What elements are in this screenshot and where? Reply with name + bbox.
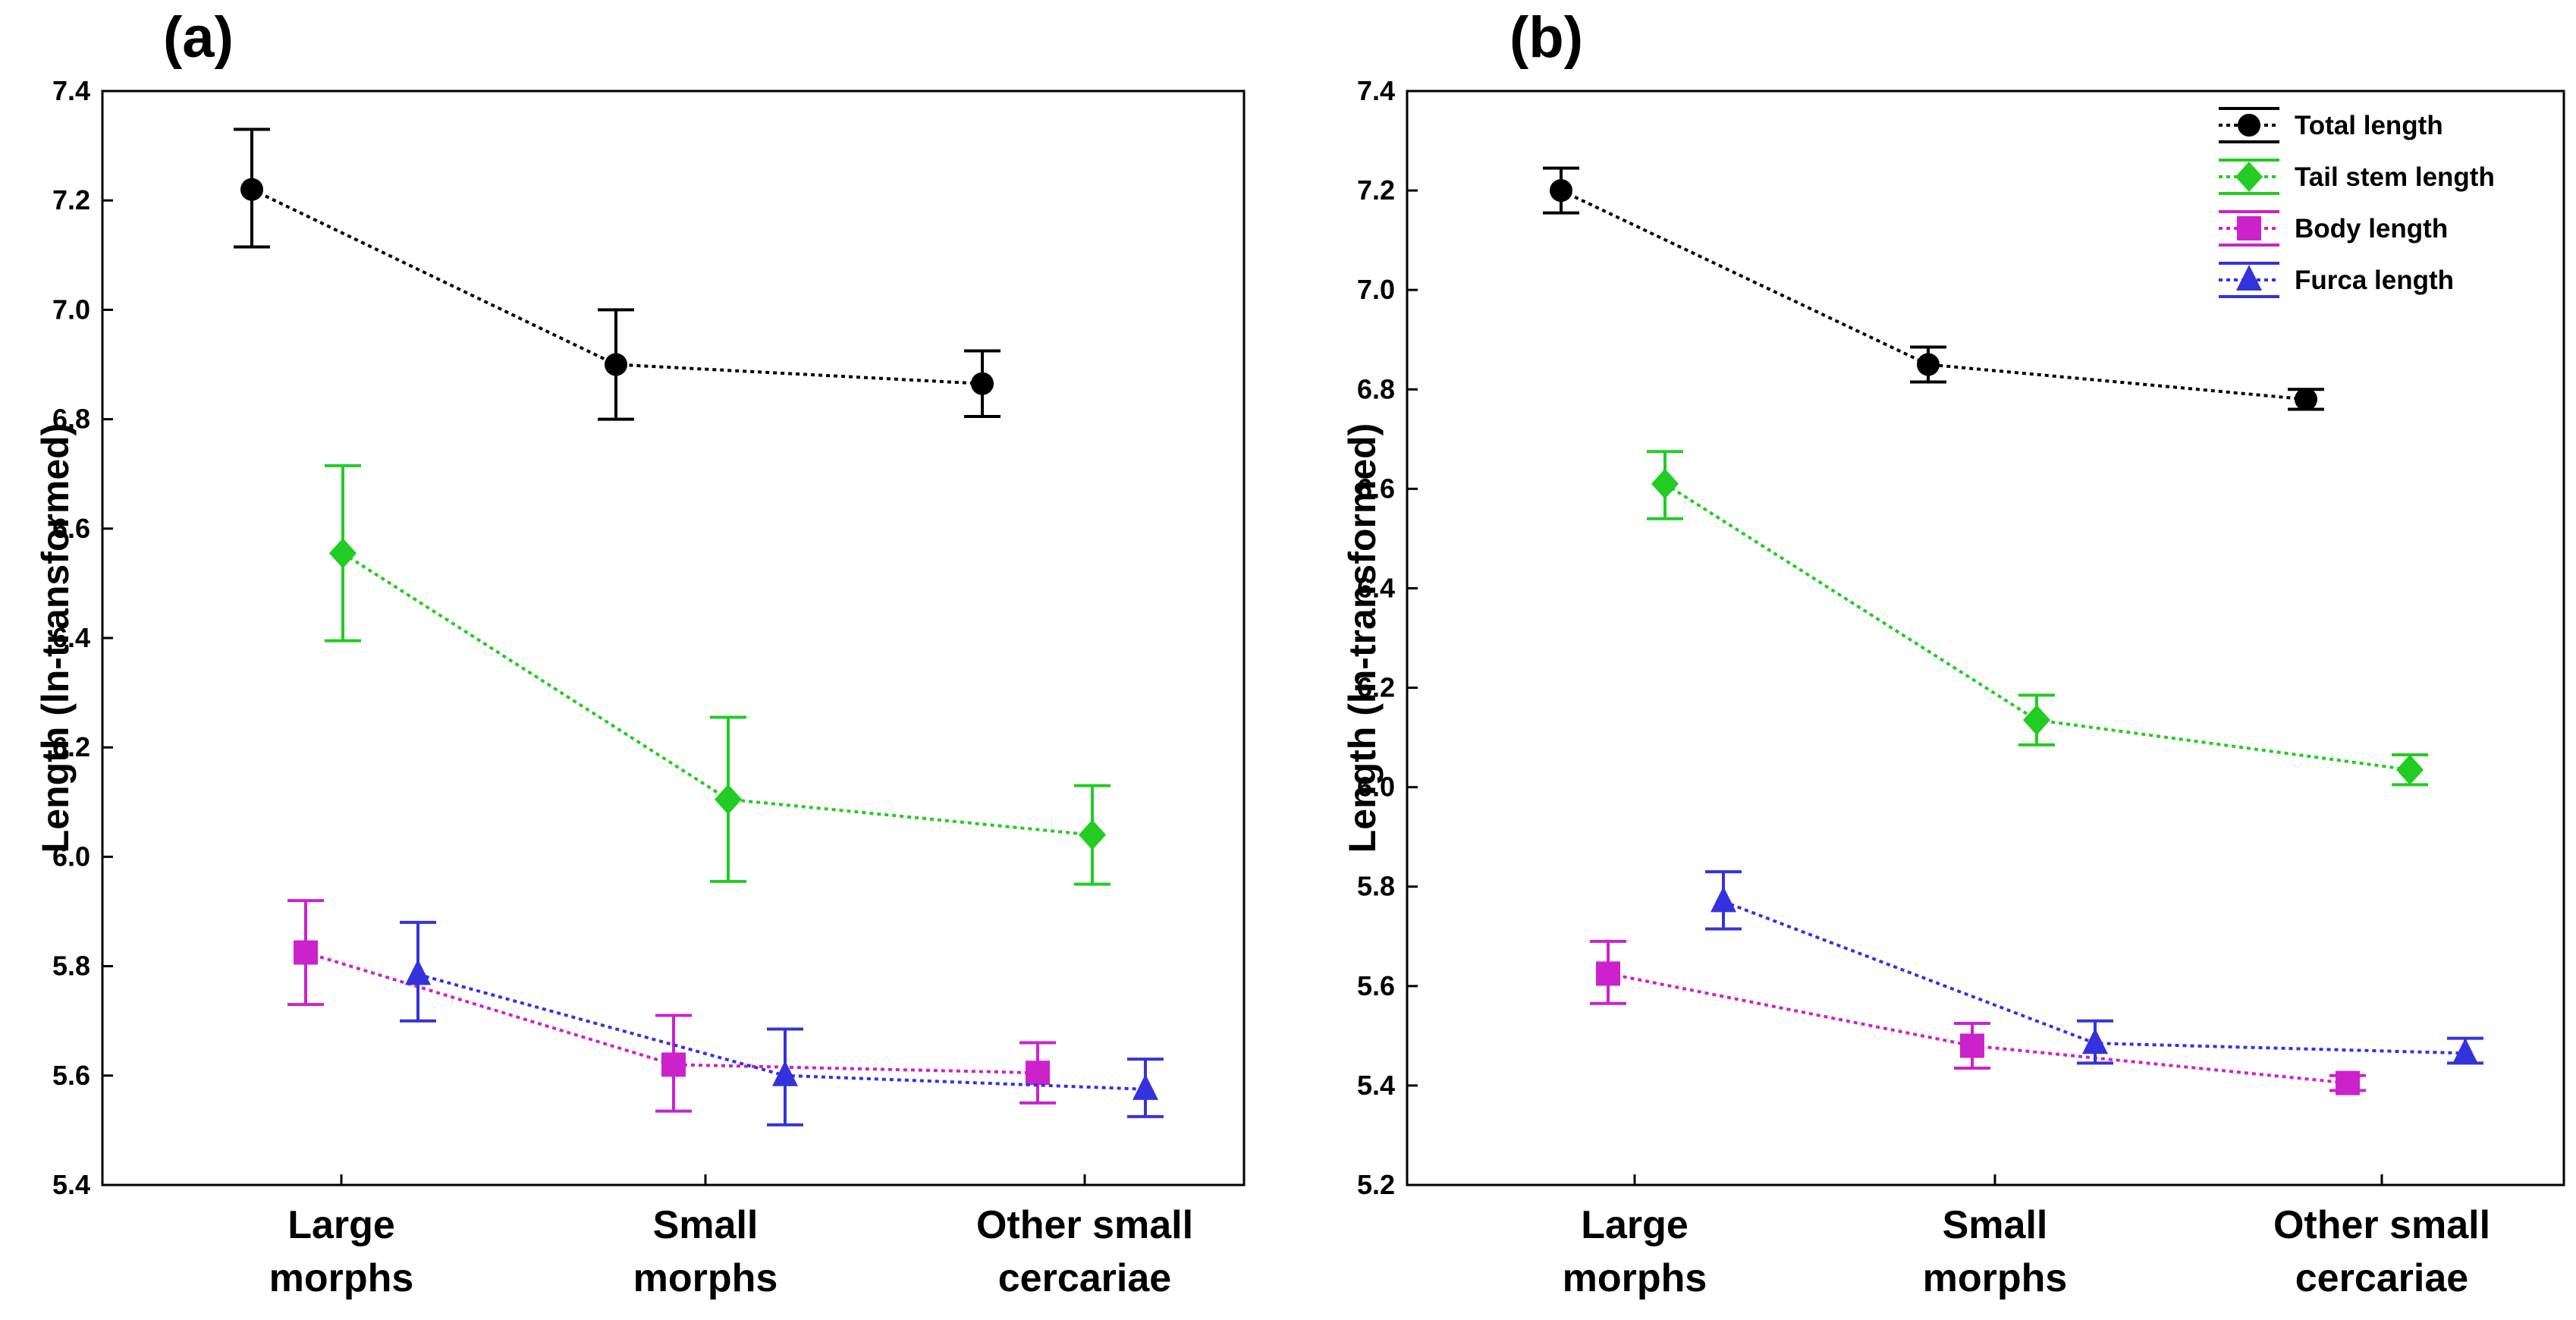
y-axis-title: Length (ln-transformed) — [1341, 423, 1384, 853]
y-tick-label: 7.0 — [52, 294, 90, 325]
y-tick-label: 5.6 — [1357, 970, 1395, 1001]
data-point — [1960, 1033, 1984, 1058]
legend-label: Tail stem length — [2295, 162, 2495, 192]
y-tick-label: 6.6 — [1357, 473, 1395, 504]
chart-panel-2: 5.2 5.4 5.6 5.8 6.0 6.2 6.4 6.6 6.8 7.0 7.2 7.4 Larg… — [1341, 5, 2565, 1300]
x-tick-label: Other small — [976, 1203, 1193, 1247]
y-tick-label: 6.0 — [52, 841, 90, 872]
data-point — [2452, 1038, 2478, 1064]
y-tick-label: 5.8 — [52, 951, 90, 982]
y-tick-label: 5.4 — [1357, 1070, 1395, 1101]
data-point — [2295, 388, 2317, 411]
legend-marker — [2237, 216, 2261, 240]
data-point — [2023, 705, 2050, 736]
y-axis-title: Length (ln-transformed) — [34, 423, 77, 853]
x-tick-label: Large — [287, 1203, 395, 1247]
series-line — [1607, 972, 2348, 1085]
x-tick-label: Small — [1943, 1203, 2048, 1247]
y-tick-label: 6.4 — [52, 622, 90, 653]
data-point — [1596, 961, 1620, 986]
data-point — [715, 784, 742, 815]
y-tick-label: 6.8 — [1357, 373, 1395, 404]
x-tick-label: cercariae — [998, 1256, 1171, 1300]
y-tick-label: 5.4 — [52, 1169, 90, 1200]
data-point — [1132, 1073, 1158, 1100]
y-tick-label: 6.2 — [52, 731, 90, 762]
data-point — [772, 1060, 798, 1086]
x-tick-label: Large — [1581, 1203, 1689, 1247]
series-tail-stem-length — [325, 464, 1111, 886]
y-tick-label: 7.2 — [1357, 174, 1395, 206]
data-point — [1079, 819, 1106, 850]
data-point — [1711, 886, 1736, 913]
y-tick-label: 5.8 — [1357, 871, 1395, 902]
x-tick-label: morphs — [269, 1256, 414, 1300]
x-tick-label: cercariae — [2295, 1256, 2468, 1300]
y-tick-label: 7.0 — [1357, 274, 1395, 305]
x-tick-label: Small — [653, 1203, 759, 1247]
x-tick-label: morphs — [1563, 1256, 1707, 1300]
y-tick-label: 6.2 — [1357, 672, 1395, 703]
series-furca-length — [1705, 870, 2483, 1065]
y-tick-label: 6.4 — [1357, 572, 1395, 603]
panel-label: (a) — [163, 5, 234, 70]
series-total-length — [1543, 166, 2324, 411]
data-point — [294, 940, 318, 965]
series-tail-stem-length — [1647, 450, 2428, 787]
data-point — [2396, 754, 2424, 785]
y-tick-label: 6.8 — [52, 404, 90, 435]
legend-label: Furca length — [2295, 266, 2454, 295]
data-point — [240, 178, 263, 201]
data-point — [1917, 353, 1940, 376]
y-tick-label: 7.2 — [52, 184, 90, 215]
series-body-length — [1590, 939, 2366, 1095]
legend-label: Total length — [2295, 111, 2443, 140]
legend-marker — [2238, 114, 2260, 137]
data-point — [1550, 179, 1572, 203]
data-point — [2336, 1070, 2360, 1095]
y-tick-label: 5.6 — [52, 1060, 90, 1091]
legend: Total length Tail stem length Body length F… — [2219, 107, 2495, 298]
data-point — [971, 372, 994, 395]
legend-label: Body length — [2295, 214, 2448, 244]
panel-label: (b) — [1509, 5, 1583, 70]
data-point — [1651, 468, 1679, 499]
y-tick-label: 7.4 — [52, 75, 90, 106]
series-furca-length — [400, 920, 1164, 1127]
data-point — [2082, 1028, 2108, 1054]
x-tick-label: morphs — [633, 1256, 778, 1300]
chart-panel-1: 5.4 5.6 5.8 6.0 6.2 6.4 6.6 6.8 7.0 7.2 7.4 Large mo… — [34, 5, 1246, 1300]
legend-marker — [2235, 162, 2263, 192]
x-tick-label: Other small — [2273, 1203, 2490, 1247]
data-point — [661, 1052, 686, 1077]
y-tick-label: 6.6 — [52, 513, 90, 544]
series-body-length — [287, 899, 1056, 1113]
data-point — [605, 353, 627, 376]
data-point — [405, 959, 431, 985]
legend-marker — [2236, 265, 2262, 291]
data-point — [329, 538, 357, 569]
series-line — [341, 552, 1093, 837]
y-tick-label: 6.0 — [1357, 772, 1395, 803]
series-total-length — [234, 127, 1001, 421]
y-tick-label: 7.4 — [1357, 75, 1395, 106]
plot-frame — [1406, 90, 2565, 1186]
data-point — [1026, 1061, 1050, 1086]
x-tick-label: morphs — [1923, 1256, 2068, 1300]
y-tick-label: 5.2 — [1357, 1169, 1395, 1200]
